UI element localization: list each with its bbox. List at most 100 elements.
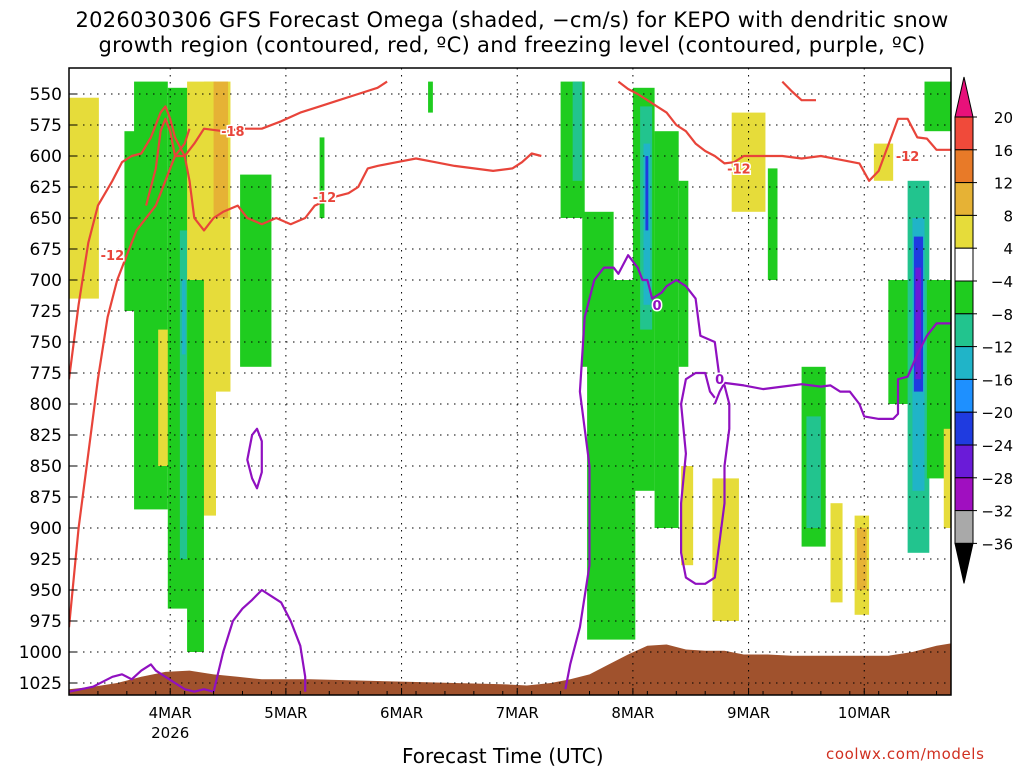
y-tick-label: 725: [30, 302, 62, 322]
omega-region-yellow: [681, 466, 694, 566]
y-tick-label: 975: [30, 612, 62, 632]
omega-region-green: [240, 174, 272, 367]
colorbar-label: 20: [994, 109, 1013, 127]
contour-layer: [69, 80, 951, 693]
y-tick-label: 900: [30, 519, 62, 539]
omega-region-cyan: [181, 280, 186, 355]
y-tick-label: 1000: [19, 643, 62, 663]
omega-region-green: [767, 168, 778, 280]
y-tick-label: 650: [30, 209, 62, 229]
omega-region-green: [428, 81, 433, 113]
x-tick-label: 4MAR: [149, 704, 192, 722]
colorbar-label: −4: [991, 273, 1013, 291]
colorbar-label: −36: [981, 535, 1013, 553]
contour-line: [713, 322, 951, 420]
colorbar-arrow-top: [954, 76, 974, 118]
y-tick-label: 550: [30, 85, 62, 105]
y-tick-label: 875: [30, 488, 62, 508]
colorbar-label: −32: [981, 503, 1013, 521]
colorbar-label: 4: [1003, 240, 1013, 258]
colorbar-label: −16: [981, 371, 1013, 389]
x-tick-label: 10MAR: [838, 704, 891, 722]
omega-region-yellow: [943, 428, 951, 528]
x-axis: 4MAR 2026 5MAR 6MAR 7MAR 8MAR 9MAR 10MAR: [97, 688, 938, 742]
x-tick-sublabel: 2026: [151, 724, 189, 742]
y-tick-label: 950: [30, 581, 62, 601]
y-tick-label: 600: [30, 147, 62, 167]
colorbar-swatch: [954, 411, 974, 446]
colorbar-label: 12: [994, 175, 1013, 193]
colorbar-swatch: [954, 477, 974, 512]
contour-line: [69, 128, 191, 628]
omega-region-yellow: [712, 478, 739, 621]
y-tick-label: 700: [30, 271, 62, 291]
y-tick-label: 625: [30, 178, 62, 198]
contour-label: -12: [313, 191, 337, 206]
contour-label: -12: [727, 162, 751, 177]
contour-line: [69, 663, 214, 693]
colorbar-label: −28: [981, 470, 1013, 488]
contour-line: [145, 80, 388, 206]
terrain-fill: [69, 643, 951, 695]
contour-line: [69, 105, 542, 380]
colorbar-swatch: [954, 313, 974, 348]
colorbar-swatch: [954, 214, 974, 249]
chart-title-line-1: 2026030306 GFS Forecast Omega (shaded, −…: [75, 8, 949, 32]
colorbar-swatch: [954, 378, 974, 413]
credit-text: coolwx.com/models: [826, 745, 985, 763]
colorbar-swatch: [954, 247, 974, 282]
omega-region-teal: [806, 416, 821, 528]
y-tick-label: 750: [30, 333, 62, 353]
y-tick-label: 675: [30, 240, 62, 260]
x-tick-label: 9MAR: [727, 704, 770, 722]
terrain-layer: [69, 643, 951, 695]
y-tick-label: 825: [30, 426, 62, 446]
colorbar-swatch: [954, 182, 974, 216]
y-tick-label: 575: [30, 116, 62, 136]
y-tick-label: 850: [30, 457, 62, 477]
contour-label: -12: [101, 249, 125, 264]
contour-label: 0: [652, 299, 661, 314]
y-tick-label: 800: [30, 395, 62, 415]
omega-region-purple: [915, 267, 922, 380]
y-tick-label: 1025: [19, 674, 62, 694]
x-tick-label: 6MAR: [380, 704, 423, 722]
x-axis-title: Forecast Time (UTC): [402, 744, 604, 768]
omega-region-orange: [213, 81, 229, 218]
colorbar-swatch: [954, 116, 974, 151]
chart-title-line-2: growth region (contoured, red, ºC) and f…: [98, 33, 926, 57]
y-axis: 550 575 600 625 650 675 700 725 750 775 800 825 850 8…: [19, 85, 76, 694]
contour-label: -18: [221, 125, 245, 140]
contour-label-layer: -12 -12 -18 -12 -12 0 0: [99, 124, 921, 390]
colorbar-swatch: [954, 444, 974, 479]
colorbar-label: −24: [981, 437, 1013, 455]
omega-region-yellow: [873, 143, 894, 181]
omega-region-green: [654, 131, 679, 528]
x-tick-label: 5MAR: [264, 704, 307, 722]
contour-label: -12: [896, 150, 920, 165]
x-tick-label: 7MAR: [496, 704, 539, 722]
omega-shading-layer: [69, 81, 951, 652]
omega-region-teal: [179, 230, 188, 559]
colorbar-swatch: [954, 510, 974, 544]
gridlines: [69, 68, 951, 695]
omega-region-green: [319, 137, 325, 218]
contour-line: [781, 80, 816, 102]
plot-frame: [68, 67, 952, 696]
omega-region-yellow: [830, 503, 843, 603]
omega-region-green: [924, 81, 951, 132]
contour-line: [246, 427, 263, 490]
colorbar-label: −12: [981, 339, 1013, 357]
colorbar-swatch: [954, 346, 974, 380]
omega-region-teal: [572, 81, 583, 181]
contour-line: [564, 254, 731, 690]
contour-line: [617, 80, 951, 182]
colorbar-swatch: [954, 280, 974, 315]
contour-line: [212, 588, 307, 692]
colorbar-arrow-bottom: [954, 542, 974, 584]
omega-region-darkblue: [645, 156, 649, 231]
y-tick-label: 925: [30, 550, 62, 570]
contour-label: 0: [715, 373, 724, 388]
colorbar: 20 16 12 8 4 −4 −8 −12 −16 −20 −24 −28 −32 −36: [954, 76, 1013, 584]
